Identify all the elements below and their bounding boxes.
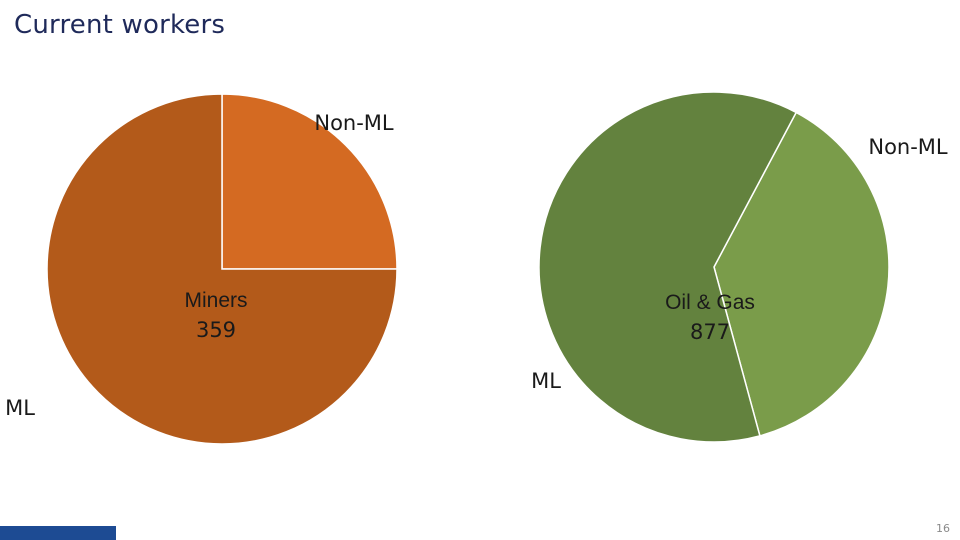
center-label-oil-gas: Oil & Gas: [665, 291, 755, 314]
pie-slice-miners-ml: [46, 93, 398, 445]
slice-label-miners-non-ml: Non-ML: [314, 111, 394, 135]
slice-label-oil-gas-ml: ML: [531, 369, 561, 393]
pie-slice-miners-non-ml: [221, 93, 398, 270]
center-label-miners: Miners: [184, 289, 247, 312]
page-title: Current workers: [14, 10, 226, 40]
slice-label-oil-gas-non-ml: Non-ML: [868, 135, 948, 159]
center-value-miners: 359: [196, 318, 236, 342]
pie-slice-oil-gas-non-ml: [713, 111, 890, 437]
center-value-oil-gas: 877: [690, 320, 730, 344]
footer-accent-bar: [0, 526, 116, 540]
page-number: 16: [936, 522, 950, 535]
slice-label-miners-ml: ML: [5, 396, 35, 420]
pie-slice-oil-gas-ml: [538, 91, 798, 443]
